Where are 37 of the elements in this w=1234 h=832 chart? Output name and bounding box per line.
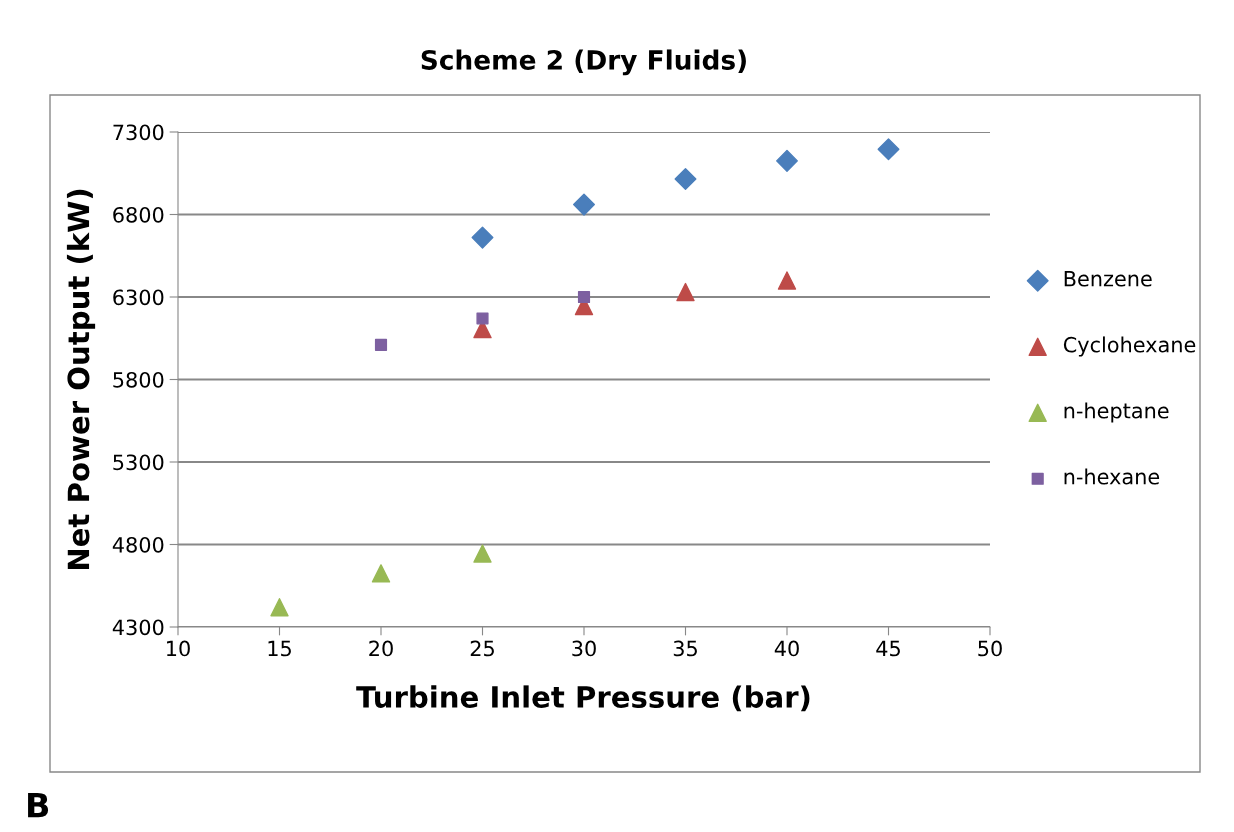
x-tick-label: 10 <box>167 640 190 657</box>
legend-label: n-hexane <box>1064 468 1160 485</box>
y-tick-label: 6300 <box>113 289 164 306</box>
x-tick-label: 15 <box>268 640 291 657</box>
point <box>473 544 492 563</box>
x-tick-label: 20 <box>369 640 393 657</box>
legend-label: n-heptane <box>1064 402 1169 423</box>
text: B <box>28 792 49 818</box>
point <box>674 168 697 191</box>
point <box>776 149 798 172</box>
point <box>877 138 900 161</box>
point <box>471 226 494 249</box>
point <box>270 597 289 617</box>
y-axis-title: Net Power Output (kW) <box>66 189 96 570</box>
y-tick-label: 6800 <box>113 206 164 223</box>
point <box>577 290 591 304</box>
x-axis-title: Turbine Inlet Pressure (bar) <box>356 685 810 712</box>
point <box>371 564 391 583</box>
y-tick-label: 7300 <box>113 124 164 141</box>
point <box>374 338 388 351</box>
y-tick-label: 4300 <box>112 619 164 636</box>
y-tick-label: 5300 <box>113 454 164 471</box>
legend-label: Benzene <box>1064 271 1152 287</box>
x-tick-label: 50 <box>978 640 1002 657</box>
x-tick-label: 40 <box>774 640 799 657</box>
x-tick-label: 25 <box>470 640 494 657</box>
y-tick-label: 5800 <box>113 371 164 388</box>
point <box>573 193 595 216</box>
point <box>777 271 797 290</box>
x-tick-label: 30 <box>572 640 596 657</box>
x-tick-label: 45 <box>876 640 900 657</box>
point <box>676 282 695 302</box>
y-tick-label: 4800 <box>112 536 164 553</box>
x-tick-label: 35 <box>673 640 697 657</box>
legend-label: Cyclohexane <box>1063 336 1196 357</box>
point <box>476 312 489 325</box>
chart-title: Scheme 2 (Dry Fluids) <box>421 49 746 76</box>
